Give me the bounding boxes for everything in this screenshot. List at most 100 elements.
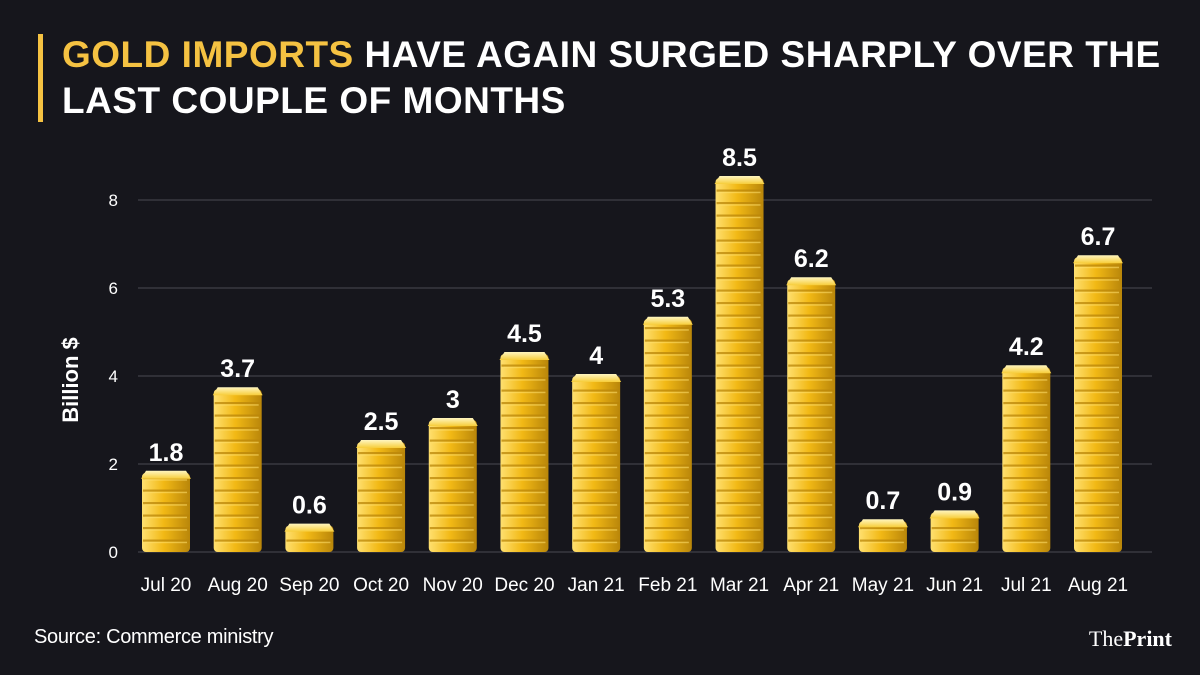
- ingot-highlight: [790, 391, 833, 394]
- ingot-highlight: [145, 516, 187, 519]
- ingot-seam: [214, 427, 261, 430]
- ingot-seam: [788, 364, 835, 367]
- ingot-seam: [788, 539, 835, 542]
- ingot-highlight: [718, 204, 761, 206]
- ingot-highlight: [718, 466, 761, 469]
- ingot-seam: [788, 489, 835, 492]
- ingot-seam: [716, 227, 763, 230]
- ingot-seam: [1003, 489, 1050, 492]
- ingot-seam: [788, 339, 835, 342]
- y-axis-ticks: 0 2 4 6 8: [109, 191, 118, 562]
- ingot-seam: [429, 464, 476, 467]
- ingot-seam: [716, 277, 763, 280]
- ingot-highlight: [718, 229, 761, 231]
- ingot-seam: [429, 489, 476, 492]
- ingot-highlight: [646, 391, 689, 394]
- ingot-seam: [716, 489, 763, 492]
- ingot-seam: [429, 514, 476, 517]
- ingot-seam: [1075, 464, 1121, 467]
- ingot-seam: [788, 377, 835, 380]
- ingot-seam: [1075, 389, 1121, 392]
- ingot-seam: [1075, 427, 1121, 430]
- ingot-seam: [1075, 477, 1121, 480]
- ingot-seam: [644, 389, 691, 392]
- value-label: 6.2: [794, 245, 829, 273]
- ingot-highlight: [503, 429, 546, 431]
- ingot-highlight: [503, 441, 546, 444]
- ingot-seam: [788, 289, 835, 292]
- ingot-highlight: [575, 479, 618, 481]
- ingot-seam: [1075, 327, 1121, 330]
- ingot-highlight: [718, 416, 761, 419]
- ingot-highlight: [646, 341, 689, 344]
- bar-cap: [499, 352, 550, 360]
- ingot-seam: [1075, 302, 1121, 305]
- bar-cap: [714, 176, 765, 184]
- ingot-seam: [1003, 464, 1050, 467]
- ingot-highlight: [1077, 304, 1119, 306]
- ingot-highlight: [646, 366, 689, 369]
- bar: [284, 523, 335, 552]
- ingot-seam: [716, 364, 763, 367]
- bar: [1001, 365, 1052, 552]
- ingot-highlight: [790, 491, 833, 494]
- ingot-seam: [1003, 477, 1050, 480]
- ingot-seam: [1075, 277, 1121, 280]
- ingot-seam: [1075, 502, 1121, 505]
- value-label: 1.8: [149, 439, 184, 467]
- ingot-highlight: [575, 541, 618, 544]
- bar-cap: [284, 523, 335, 532]
- ingot-highlight: [790, 416, 833, 419]
- ingot-highlight: [718, 216, 761, 219]
- ingot-highlight: [1077, 266, 1119, 269]
- ingot-highlight: [1077, 404, 1119, 406]
- ingot-seam: [573, 477, 620, 480]
- ingot-highlight: [1077, 291, 1119, 294]
- ingot-highlight: [790, 466, 833, 469]
- ingot-highlight: [718, 404, 761, 406]
- ingot-seam: [716, 327, 763, 330]
- ingot-seam: [644, 414, 691, 417]
- ingot-seam: [429, 427, 476, 430]
- ingot-highlight: [1077, 441, 1119, 444]
- ingot-highlight: [718, 254, 761, 256]
- bar-cap: [857, 519, 908, 528]
- ingot-highlight: [145, 479, 187, 481]
- ingot-seam: [501, 464, 548, 467]
- ingot-seam: [358, 527, 405, 530]
- ingot-seam: [716, 264, 763, 267]
- ingot-seam: [931, 527, 978, 530]
- ingot-highlight: [718, 454, 761, 456]
- x-tick-label: Sep 20: [279, 575, 339, 596]
- ingot-highlight: [718, 291, 761, 294]
- ingot-seam: [1003, 502, 1050, 505]
- bar: [929, 510, 980, 552]
- ingot-seam: [716, 189, 763, 192]
- ingot-seam: [429, 527, 476, 530]
- ingot-highlight: [718, 391, 761, 394]
- ingot-seam: [573, 427, 620, 430]
- ingot-highlight: [790, 529, 833, 531]
- ingot-highlight: [646, 441, 689, 444]
- ingot-seam: [716, 202, 763, 205]
- ingot-highlight: [575, 391, 618, 394]
- ingot-seam: [573, 539, 620, 542]
- ingot-seam: [716, 352, 763, 355]
- ingot-seam: [716, 527, 763, 530]
- y-tick-label: 4: [109, 367, 118, 386]
- ingot-highlight: [503, 479, 546, 481]
- ingot-seam: [788, 427, 835, 430]
- ingot-highlight: [216, 529, 259, 531]
- bar: [356, 440, 407, 552]
- ingot-seam: [501, 439, 548, 442]
- ingot-highlight: [1005, 454, 1048, 456]
- ingot-highlight: [790, 516, 833, 519]
- ingot-highlight: [1077, 429, 1119, 431]
- value-label: 6.7: [1081, 223, 1116, 251]
- ingot-seam: [644, 527, 691, 530]
- x-tick-label: Jul 20: [141, 575, 192, 596]
- ingot-highlight: [216, 516, 259, 519]
- ingot-seam: [644, 539, 691, 542]
- ingot-seam: [788, 464, 835, 467]
- ingot-seam: [214, 502, 261, 505]
